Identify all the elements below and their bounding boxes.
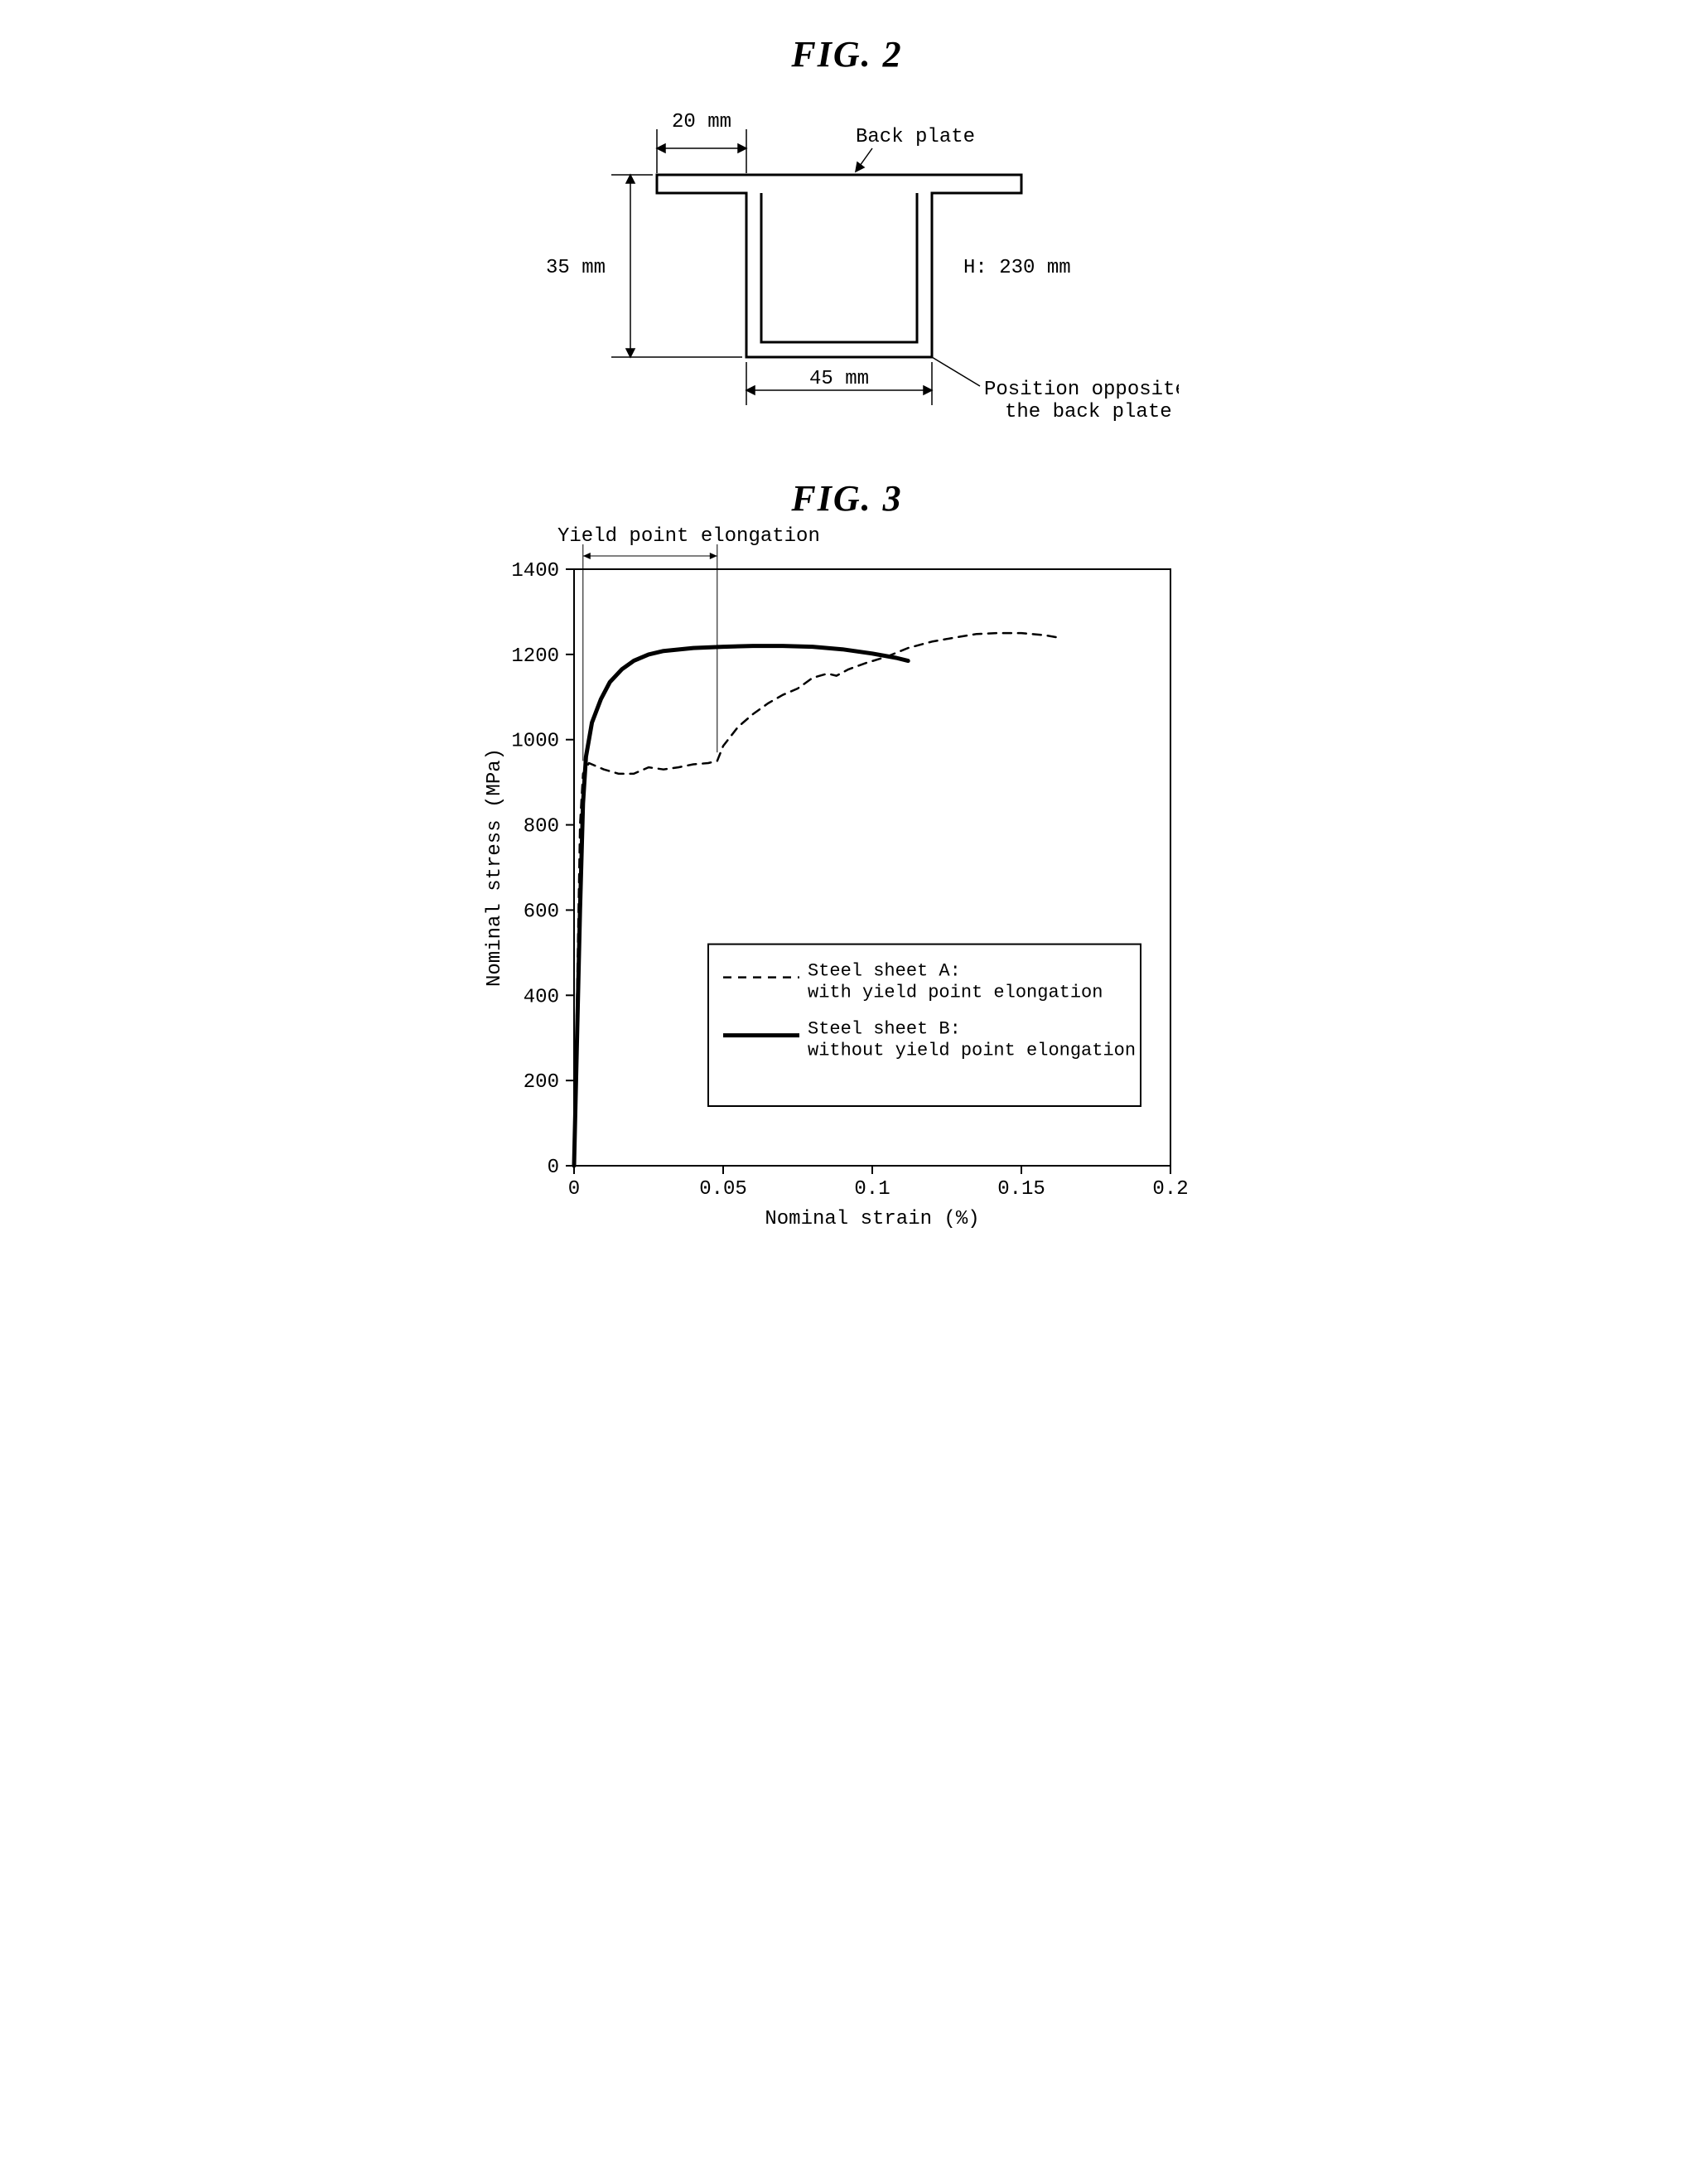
svg-text:Yield point elongation: Yield point elongation <box>557 525 820 548</box>
svg-text:1200: 1200 <box>511 645 559 668</box>
svg-text:400: 400 <box>523 986 558 1008</box>
svg-text:0: 0 <box>547 1157 558 1179</box>
svg-text:0.2: 0.2 <box>1152 1178 1188 1201</box>
svg-text:1000: 1000 <box>511 731 559 753</box>
svg-text:0.1: 0.1 <box>854 1178 890 1201</box>
svg-text:0.05: 0.05 <box>699 1178 747 1201</box>
fig2-diagram: 20 mm 35 mm 45 mm Back plate <box>516 84 1179 444</box>
fig2-dim-left: 35 mm <box>545 257 605 279</box>
fig2-dim-top: 20 mm <box>671 111 731 133</box>
fig2-position-label: Position opposite <box>984 379 1179 401</box>
svg-text:Steel sheet A:: Steel sheet A: <box>808 961 961 982</box>
fig2-dim-bottom: 45 mm <box>808 368 868 390</box>
svg-text:800: 800 <box>523 816 558 838</box>
fig2-position-label2: the back plate <box>1005 401 1172 423</box>
fig2-h-label: H: 230 mm <box>963 257 1071 279</box>
fig2-title: FIG. 2 <box>433 33 1262 75</box>
svg-text:600: 600 <box>523 901 558 923</box>
svg-text:Nominal strain (%): Nominal strain (%) <box>765 1208 979 1230</box>
fig3-chart: Yield point elongation 0 200 400 600 800 1000 1… <box>458 519 1237 1269</box>
svg-text:200: 200 <box>523 1071 558 1094</box>
svg-text:0.15: 0.15 <box>997 1178 1045 1201</box>
svg-text:1400: 1400 <box>511 560 559 582</box>
svg-text:with yield point elongation: with yield point elongation <box>808 983 1103 1003</box>
svg-text:without yield point elongation: without yield point elongation <box>808 1041 1136 1061</box>
svg-text:Nominal stress (MPa): Nominal stress (MPa) <box>484 748 506 987</box>
fig2-back-plate-label: Back plate <box>856 126 975 148</box>
fig3-title: FIG. 3 <box>433 477 1262 519</box>
svg-text:0: 0 <box>567 1178 579 1201</box>
svg-text:Steel sheet B:: Steel sheet B: <box>808 1019 961 1040</box>
